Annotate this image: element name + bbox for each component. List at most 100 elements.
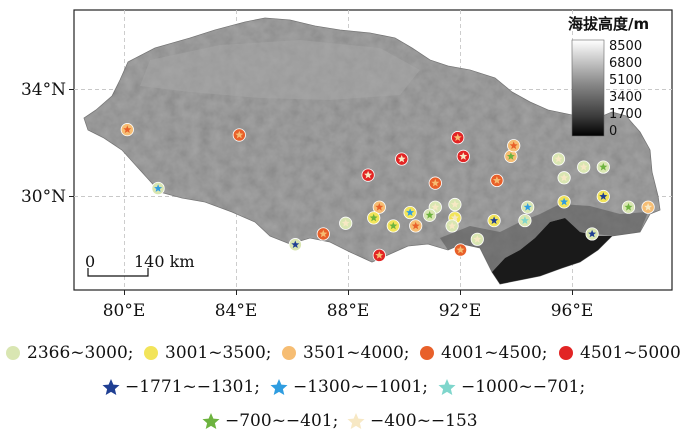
legend-star-swatch xyxy=(100,376,122,398)
station-trend-star xyxy=(406,208,415,216)
station-trend-star xyxy=(523,203,532,211)
x-axis-labels: 80°E 84°E 88°E 92°E 96°E xyxy=(103,290,594,321)
colorbar-tick: 1700 xyxy=(609,107,642,122)
station-marker xyxy=(428,176,442,190)
colorbar-title: 海拔高度/m xyxy=(568,15,649,33)
station-marker xyxy=(120,123,134,137)
legend-circle-swatch xyxy=(416,342,438,364)
station-marker xyxy=(339,216,353,230)
legend-circle-swatch xyxy=(555,342,577,364)
station-trend-star xyxy=(450,200,459,208)
legend-item: 4501~5000 xyxy=(555,338,681,368)
station-marker xyxy=(395,152,409,166)
station-trend-star xyxy=(560,197,569,206)
x-tick-label: 84°E xyxy=(215,301,258,321)
station-trend-star xyxy=(560,173,569,182)
station-marker xyxy=(551,152,566,166)
station-trend-star xyxy=(431,203,440,211)
station-marker xyxy=(316,227,330,241)
station-trend-star xyxy=(375,203,384,211)
x-tick-label: 96°E xyxy=(551,301,594,321)
legend-star-swatch xyxy=(200,410,222,432)
station-marker xyxy=(596,189,610,204)
station-trend-star xyxy=(123,125,132,133)
station-marker xyxy=(577,160,591,174)
station-marker xyxy=(585,227,599,241)
legend-star-swatch xyxy=(436,376,458,398)
map-figure: 海拔高度/m 8500 6800 5100 3400 1700 0 0 140 … xyxy=(21,9,673,321)
legend-circle-swatch xyxy=(140,342,162,364)
x-tick-label: 88°E xyxy=(327,301,370,321)
legend-item: −1300~−1001; xyxy=(268,372,428,402)
station-trend-star xyxy=(456,245,465,254)
legend-row-trend-2: −700~−401; −400~−153 xyxy=(0,406,700,436)
colorbar-tick: 5100 xyxy=(609,73,642,88)
station-trend-star xyxy=(579,162,588,171)
legend-label: −1000~−701; xyxy=(461,377,586,397)
station-marker xyxy=(445,219,459,233)
colorbar-tick: 0 xyxy=(609,124,617,139)
station-marker xyxy=(151,181,165,196)
station-marker xyxy=(288,238,302,252)
station-marker xyxy=(507,139,521,153)
station-marker xyxy=(372,248,386,262)
station-marker xyxy=(521,200,535,214)
legend-label: −1300~−1001; xyxy=(293,377,428,397)
legend-label: 4501~5000 xyxy=(580,343,681,363)
legend-label: 3501~4000; xyxy=(303,343,410,363)
station-marker xyxy=(409,219,423,233)
station-trend-star xyxy=(644,203,653,211)
station-trend-star xyxy=(364,170,373,179)
station-trend-star xyxy=(319,229,328,238)
stations-layer xyxy=(120,123,655,262)
legend-circle-swatch xyxy=(2,342,24,364)
station-marker xyxy=(403,205,417,220)
legend-label: 3001~3500; xyxy=(165,343,272,363)
station-trend-star xyxy=(506,152,515,160)
station-trend-star xyxy=(291,240,300,248)
y-axis-labels: 34°N 30°N xyxy=(21,80,74,207)
station-trend-star xyxy=(554,154,563,163)
station-marker xyxy=(456,149,470,163)
station-marker xyxy=(557,171,571,185)
legend-row-trend-1: −1771~−1301; −1300~−1001; −1000~−701; xyxy=(0,372,700,402)
station-marker xyxy=(361,168,375,182)
legend-circle-swatch xyxy=(278,342,300,364)
colorbar-gradient xyxy=(571,39,605,137)
station-trend-star xyxy=(459,152,468,160)
station-trend-star xyxy=(473,235,482,243)
legend-label: −1771~−1301; xyxy=(125,377,260,397)
station-marker xyxy=(232,128,246,142)
station-trend-star xyxy=(520,216,529,224)
station-marker xyxy=(641,200,655,214)
station-marker xyxy=(448,197,462,212)
y-tick-label: 34°N xyxy=(21,80,66,100)
station-marker xyxy=(596,160,610,174)
station-trend-star xyxy=(411,221,420,230)
y-tick-label: 30°N xyxy=(21,187,66,207)
station-trend-star xyxy=(450,213,459,222)
station-marker xyxy=(518,213,532,228)
station-marker xyxy=(386,219,400,233)
legend-item: −1771~−1301; xyxy=(100,372,260,402)
station-marker xyxy=(557,195,571,209)
station-trend-star xyxy=(509,141,518,150)
colorbar-tick: 8500 xyxy=(609,39,642,54)
station-trend-star xyxy=(425,211,434,219)
legend-row-elevation: 2366~3000; 3001~3500; 3501~4000; 4001~45… xyxy=(0,338,700,368)
legend-star-swatch xyxy=(268,376,290,398)
legend-item: −700~−401; xyxy=(200,406,338,436)
station-trend-star xyxy=(588,229,597,238)
station-trend-star xyxy=(490,216,499,224)
station-trend-star xyxy=(431,178,440,187)
scale-zero-label: 0 xyxy=(85,252,95,271)
scale-bar: 0 140 km xyxy=(85,252,195,277)
station-trend-star xyxy=(492,176,501,184)
legend-label: 2366~3000; xyxy=(27,343,134,363)
legend-item: 2366~3000; xyxy=(2,338,134,368)
station-trend-star xyxy=(375,251,384,259)
station-marker xyxy=(621,200,636,214)
legend-label: −700~−401; xyxy=(225,411,339,431)
low-elevation-valley xyxy=(492,218,612,284)
station-trend-star xyxy=(624,203,633,211)
